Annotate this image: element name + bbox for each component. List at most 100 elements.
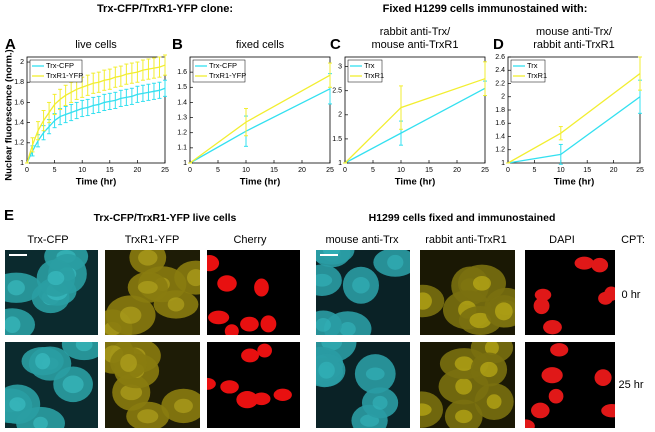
- x-tick-label: 20: [298, 167, 306, 174]
- nucleus: [548, 388, 564, 404]
- series-line: [344, 87, 486, 164]
- nucleus: [372, 395, 388, 410]
- legend-label: TrxR1: [364, 71, 384, 80]
- x-axis-label: Time (hr): [76, 177, 116, 188]
- legend-label: Trx-CFP: [209, 61, 237, 70]
- nucleus: [591, 257, 609, 273]
- nucleus: [224, 324, 239, 335]
- nucleus: [137, 280, 158, 294]
- x-axis-label: Time (hr): [395, 177, 435, 188]
- y-tick-label: 1.5: [332, 136, 342, 143]
- nucleus: [137, 409, 159, 424]
- nucleus: [241, 348, 259, 363]
- nucleus: [7, 280, 25, 296]
- panel-label: B: [172, 36, 183, 53]
- nucleus: [316, 273, 333, 287]
- nucleus: [260, 315, 277, 333]
- panel-label: C: [330, 36, 341, 53]
- x-tick-label: 5: [53, 167, 57, 174]
- nucleus: [220, 380, 239, 394]
- nucleus: [534, 288, 552, 301]
- nucleus: [138, 250, 158, 266]
- y-tick-label: 2.5: [332, 88, 342, 95]
- nucleus: [47, 271, 65, 286]
- nucleus: [420, 292, 432, 310]
- x-tick-label: 20: [134, 167, 142, 174]
- x-tick-label: 0: [506, 167, 510, 174]
- y-tick-label: 1.3: [177, 114, 187, 121]
- y-tick-label: 1.6: [177, 69, 187, 76]
- image-title: H1299 cells fixed and immunostained: [369, 212, 556, 224]
- column-label: TrxR1-YFP: [125, 234, 180, 246]
- nucleus: [574, 256, 595, 270]
- header: Fixed H1299 cells immunostained with:: [383, 3, 588, 15]
- nucleus: [455, 378, 473, 395]
- x-tick-label: 0: [25, 167, 29, 174]
- nucleus: [75, 342, 93, 352]
- nucleus: [236, 391, 259, 409]
- y-tick-label: 3: [338, 63, 342, 70]
- image-title: Trx-CFP/TrxR1-YFP live cells: [94, 212, 237, 224]
- nucleus: [543, 319, 562, 335]
- panel-label: E: [4, 207, 14, 224]
- nucleus: [480, 361, 498, 378]
- series-line: [344, 78, 486, 164]
- nucleus: [531, 402, 550, 419]
- nucleus: [525, 419, 535, 428]
- x-tick-label: 25: [326, 167, 334, 174]
- legend-label: Trx-CFP: [46, 61, 74, 70]
- nucleus: [5, 316, 21, 334]
- x-tick-label: 0: [343, 167, 347, 174]
- y-tick-label: 1.4: [177, 99, 187, 106]
- chart-title: rabbit anti-Trx/: [380, 26, 451, 38]
- panel-label: A: [5, 36, 16, 53]
- y-tick-label: 2: [20, 59, 24, 66]
- nucleus: [454, 356, 474, 371]
- nucleus: [598, 291, 613, 305]
- y-tick-label: 1.1: [177, 145, 187, 152]
- nucleus: [207, 255, 220, 272]
- x-tick-label: 20: [453, 167, 461, 174]
- micrograph: [105, 342, 200, 428]
- legend-label: TrxR1-YFP: [46, 71, 83, 80]
- row-label: 0 hr: [622, 289, 641, 301]
- nucleus: [352, 277, 370, 294]
- nucleus: [550, 343, 569, 357]
- y-tick-label: 1.2: [14, 140, 24, 147]
- column-label: DAPI: [549, 234, 575, 246]
- x-axis-label: Time (hr): [554, 177, 594, 188]
- series-line: [507, 96, 641, 164]
- nucleus: [469, 312, 492, 329]
- y-tick-label: 2: [501, 94, 505, 101]
- x-tick-label: 10: [78, 167, 86, 174]
- nucleus: [120, 354, 137, 372]
- y-tick-label: 2: [338, 112, 342, 119]
- nucleus: [186, 269, 200, 287]
- y-tick-label: 1: [20, 160, 24, 167]
- y-tick-label: 1: [501, 160, 505, 167]
- y-tick-label: 1.4: [495, 133, 505, 140]
- series-line: [26, 87, 166, 164]
- y-tick-label: 1.4: [14, 119, 24, 126]
- micrograph: [5, 250, 98, 335]
- nucleus: [601, 404, 615, 418]
- y-tick-label: 1.2: [495, 147, 505, 154]
- y-tick-label: 1.6: [495, 120, 505, 127]
- y-tick-label: 2.6: [495, 54, 505, 61]
- chart-title: mouse anti-TrxR1: [371, 39, 458, 51]
- nucleus: [33, 416, 48, 428]
- cpt-label: CPT:: [621, 234, 645, 246]
- nucleus: [9, 397, 26, 412]
- x-tick-label: 0: [188, 167, 192, 174]
- micrograph: [525, 342, 615, 428]
- nucleus: [472, 275, 491, 291]
- nucleus: [273, 388, 292, 401]
- y-tick-label: 1.2: [177, 130, 187, 137]
- chart-title: mouse anti-Trx/: [536, 26, 613, 38]
- legend-label: Trx: [364, 61, 375, 70]
- nucleus: [119, 306, 142, 324]
- x-tick-label: 15: [106, 167, 114, 174]
- x-tick-label: 5: [216, 167, 220, 174]
- column-label: Trx-CFP: [27, 234, 68, 246]
